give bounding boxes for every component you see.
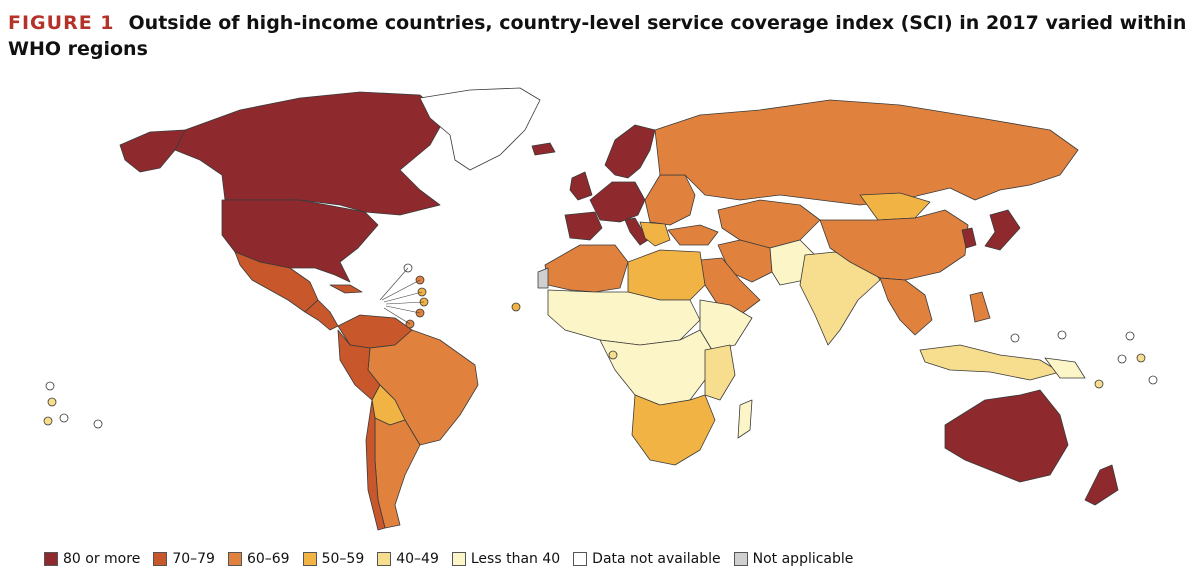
korea: [961, 227, 977, 249]
legend-item: 80 or more: [44, 551, 140, 567]
libya-egypt: [627, 249, 706, 301]
scandinavia: [604, 124, 656, 179]
island-marker: [47, 397, 57, 407]
legend-swatch: [733, 552, 748, 566]
legend-item: 70–79: [153, 551, 215, 567]
legend-item: Less than 40: [451, 551, 561, 567]
legend-label: 60–69: [246, 551, 290, 567]
japan: [984, 209, 1021, 251]
southern-africa: [631, 394, 716, 466]
china: [819, 209, 969, 281]
figure-label: FIGURE 1: [8, 12, 115, 34]
russia: [654, 99, 1079, 206]
island-marker: [608, 350, 618, 360]
iceland: [531, 142, 556, 156]
legend-swatch: [153, 552, 168, 566]
north-africa-west: [544, 244, 629, 293]
island-marker: [43, 416, 53, 426]
eastern-europe: [644, 174, 696, 226]
argentina: [374, 417, 421, 529]
figure-title-text: Outside of high-income countries, countr…: [8, 12, 1187, 60]
greenland: [419, 87, 541, 171]
western-sahara: [537, 267, 549, 289]
indonesia: [919, 344, 1061, 381]
new-zealand: [1084, 464, 1119, 506]
legend: 80 or more 70–79 60–69 50–59 40–49 Less than …: [44, 551, 853, 567]
island-marker: [1094, 379, 1104, 389]
southeast-asia: [879, 277, 933, 336]
uk-ireland: [569, 171, 593, 201]
legend-swatch: [377, 552, 392, 566]
figure-title: FIGURE 1 Outside of high-income countries…: [8, 10, 1192, 62]
legend-label: 70–79: [172, 551, 215, 567]
island-marker: [45, 381, 55, 391]
island-marker: [1117, 354, 1127, 364]
legend-label: 50–59: [321, 551, 365, 567]
alaska: [119, 129, 186, 173]
legend-label: 40–49: [396, 551, 439, 567]
legend-label: Less than 40: [470, 551, 561, 567]
papua-new-guinea: [1044, 357, 1086, 379]
island-marker: [1136, 353, 1146, 363]
legend-label: Not applicable: [752, 551, 854, 567]
chile: [365, 399, 386, 531]
legend-swatch: [451, 552, 466, 566]
world-map: [43, 87, 1158, 531]
turkey: [667, 224, 719, 246]
sahel: [547, 289, 701, 346]
madagascar: [737, 399, 753, 439]
australia: [944, 389, 1069, 483]
island-marker: [93, 419, 103, 429]
legend-item: 40–49: [377, 551, 439, 567]
mongolia: [859, 192, 931, 221]
legend-swatch: [302, 552, 317, 566]
legend-label: Data not available: [592, 551, 721, 567]
philippines: [969, 291, 991, 323]
legend-item: Data not available: [573, 551, 721, 567]
legend-swatch: [44, 552, 58, 566]
east-africa: [704, 344, 736, 401]
saudi-arabia: [699, 257, 761, 316]
balkans: [639, 221, 671, 247]
central-asia: [717, 199, 821, 249]
legend-item: 60–69: [227, 551, 290, 567]
italy: [624, 217, 649, 246]
island-marker: [1057, 330, 1067, 340]
legend-swatch: [227, 552, 242, 566]
cuba: [329, 284, 363, 294]
island-marker: [1010, 333, 1020, 343]
island-marker: [1148, 375, 1158, 385]
canada: [174, 91, 446, 216]
legend-item: Not applicable: [733, 551, 854, 567]
island-marker: [59, 413, 69, 423]
island-marker: [1125, 331, 1135, 341]
legend-label: 80 or more: [63, 551, 141, 567]
western-europe: [589, 181, 646, 223]
legend-swatch: [573, 552, 588, 566]
legend-item: 50–59: [302, 551, 365, 567]
island-marker: [511, 302, 521, 312]
iberia: [564, 211, 603, 241]
